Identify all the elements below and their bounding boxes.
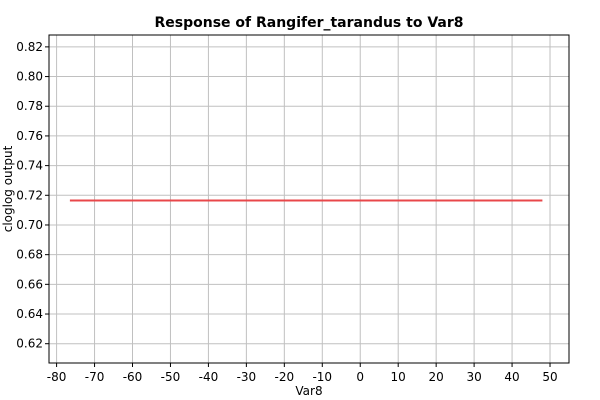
grid-lines [49, 35, 569, 363]
y-tick-label: 0.74 [16, 159, 43, 173]
y-tick-label: 0.64 [16, 307, 43, 321]
x-tick-label: 30 [466, 370, 481, 384]
chart-title: Response of Rangifer_tarandus to Var8 [154, 15, 463, 31]
x-tick-label: -60 [123, 370, 143, 384]
x-axis-label: Var8 [295, 384, 322, 398]
x-tick-label: 10 [391, 370, 406, 384]
y-tick-label: 0.76 [16, 129, 43, 143]
y-tick-label: 0.70 [16, 218, 43, 232]
x-tick-label: -10 [312, 370, 332, 384]
x-tick-label: -40 [199, 370, 219, 384]
x-axis: -80 -70 -60 -50 -40 -30 -20 -10 0 10 20 30 40 50 [47, 363, 558, 384]
x-tick-label: -30 [237, 370, 257, 384]
y-tick-label: 0.66 [16, 277, 43, 291]
x-tick-label: 50 [542, 370, 557, 384]
x-tick-label: 0 [356, 370, 364, 384]
y-axis-label: cloglog output [1, 145, 15, 232]
plot-frame [48, 34, 570, 364]
x-tick-label: -80 [47, 370, 67, 384]
y-tick-label: 0.72 [16, 188, 43, 202]
x-tick-label: -50 [161, 370, 181, 384]
y-tick-label: 0.78 [16, 99, 43, 113]
x-tick-label: 20 [429, 370, 444, 384]
x-tick-label: -70 [85, 370, 105, 384]
x-tick-label: -20 [275, 370, 295, 384]
y-tick-label: 0.62 [16, 337, 43, 351]
y-tick-label: 0.68 [16, 248, 43, 262]
x-tick-label: 40 [504, 370, 519, 384]
y-axis: 0.62 0.64 0.66 0.68 0.70 0.72 0.74 0.76 0.78 0.80… [16, 40, 49, 351]
y-tick-label: 0.80 [16, 70, 43, 84]
y-tick-label: 0.82 [16, 40, 43, 54]
